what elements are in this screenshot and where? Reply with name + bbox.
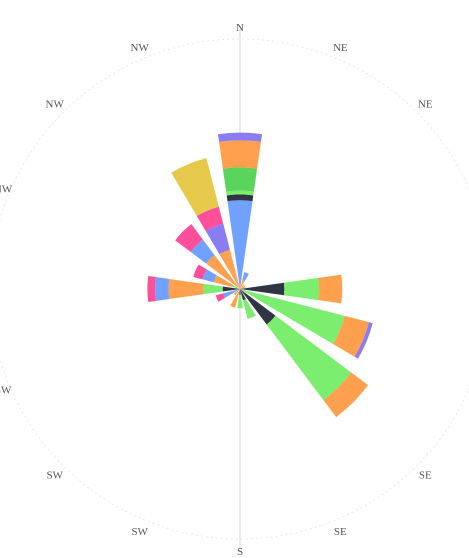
bar-ssw-seg-0 bbox=[230, 289, 240, 308]
direction-label-ne: NE bbox=[418, 99, 433, 111]
bar-w-seg-2 bbox=[168, 278, 204, 300]
direction-label-se: SE bbox=[419, 469, 432, 481]
bar-e-seg-1 bbox=[283, 277, 320, 301]
bar-nw-seg-0 bbox=[206, 255, 240, 289]
direction-label-sw: SW bbox=[46, 469, 63, 481]
bar-nnw-seg-0 bbox=[219, 249, 240, 289]
bar-w-seg-4 bbox=[147, 275, 156, 303]
bar-sse-seg-1 bbox=[242, 298, 256, 319]
direction-label-ssw: SW bbox=[131, 526, 148, 538]
bar-wnw-seg-2 bbox=[202, 269, 217, 283]
bar-e-seg-0 bbox=[240, 282, 285, 296]
bar-wnw-seg-3 bbox=[193, 264, 207, 280]
direction-label-n: N bbox=[236, 22, 244, 34]
bar-layer bbox=[147, 132, 373, 418]
bar-sse-seg-0 bbox=[240, 289, 246, 301]
bar-nnw-seg-2 bbox=[196, 206, 224, 231]
bar-wnw-seg-0 bbox=[232, 285, 240, 289]
bar-nnw-seg-1 bbox=[205, 223, 230, 255]
bar-nw-seg-1 bbox=[190, 239, 215, 264]
bar-e-seg-2 bbox=[318, 274, 343, 304]
bar-w-seg-1 bbox=[203, 283, 223, 295]
direction-label-sse: SE bbox=[334, 526, 347, 538]
bar-n-seg-5 bbox=[217, 132, 263, 142]
bar-wnw-seg-1 bbox=[213, 275, 234, 288]
bar-n-seg-4 bbox=[219, 140, 261, 169]
bar-nw-seg-2 bbox=[175, 224, 203, 252]
bar-ese-seg-1 bbox=[333, 315, 369, 357]
bar-n-seg-0 bbox=[227, 200, 253, 289]
bar-s-seg-1 bbox=[237, 294, 243, 309]
bar-se-seg-2 bbox=[323, 372, 369, 418]
bar-n-seg-2 bbox=[226, 190, 254, 196]
direction-label-s: S bbox=[237, 546, 243, 558]
bar-n-seg-1 bbox=[226, 194, 254, 202]
bar-se-seg-1 bbox=[266, 315, 352, 401]
bar-sw-seg-0 bbox=[233, 289, 240, 296]
bar-w-seg-3 bbox=[155, 277, 170, 301]
direction-label-wsw: WSW bbox=[0, 384, 12, 396]
bar-ene-seg-0 bbox=[240, 286, 246, 289]
bar-wsw-seg-1 bbox=[215, 293, 226, 302]
bar-ese-seg-0 bbox=[240, 289, 345, 345]
direction-label-wnw: WNW bbox=[0, 184, 13, 196]
bar-w-seg-0 bbox=[222, 286, 240, 292]
bar-se-seg-0 bbox=[240, 289, 276, 325]
bar-nne-seg-1 bbox=[242, 272, 249, 281]
direction-label-nne: NE bbox=[333, 42, 348, 54]
bar-nnw-seg-3 bbox=[171, 158, 219, 216]
bar-ne-seg-0 bbox=[240, 284, 245, 289]
bar-s-seg-0 bbox=[239, 289, 241, 295]
bar-wsw-seg-0 bbox=[223, 289, 240, 298]
direction-label-nnw: NW bbox=[131, 42, 150, 54]
direction-label-nw: NW bbox=[46, 99, 65, 111]
direction-labels: NNENEENEEESESESESSWSWWSWWWNWNWNW bbox=[0, 22, 433, 558]
bar-ese-seg-2 bbox=[354, 322, 373, 359]
bar-nne-seg-0 bbox=[240, 279, 245, 289]
bar-n-seg-3 bbox=[222, 167, 258, 192]
